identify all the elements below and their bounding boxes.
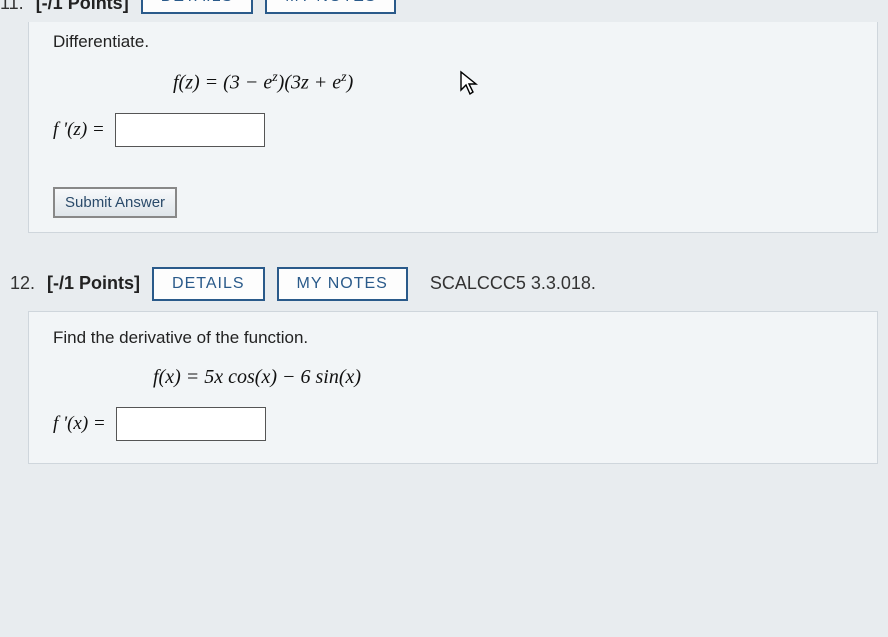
answer-row: f '(z) = [53, 113, 853, 147]
question-12-header: 12. [-/1 Points] DETAILS MY NOTES SCALCC… [0, 267, 888, 311]
question-11-body: Differentiate. f(z) = (3 − ez)(3z + ez) … [28, 22, 878, 233]
answer-input[interactable] [116, 407, 266, 441]
question-number: 12. [10, 273, 35, 294]
question-12-body: Find the derivative of the function. f(x… [28, 311, 878, 464]
details-button[interactable]: DETAILS [152, 267, 265, 301]
answer-label: f '(z) = [53, 119, 105, 141]
question-11-header: 11. [-/1 Points] DETAILS MY NOTES [0, 0, 888, 22]
question-points: [-/1 Points] [36, 0, 129, 14]
answer-input[interactable] [115, 113, 265, 147]
question-formula: f(x) = 5x cos(x) − 6 sin(x) [153, 366, 853, 389]
submit-wrap: Submit Answer [53, 187, 177, 218]
question-prompt: Find the derivative of the function. [53, 328, 853, 348]
details-button[interactable]: DETAILS [141, 0, 254, 14]
answer-row: f '(x) = [53, 407, 853, 441]
question-formula: f(z) = (3 − ez)(3z + ez) [173, 70, 853, 95]
cursor-icon [459, 70, 481, 96]
question-prompt: Differentiate. [53, 32, 853, 52]
answer-label: f '(x) = [53, 413, 106, 435]
submit-answer-button[interactable]: Submit Answer [54, 188, 176, 217]
question-number: 11. [0, 0, 24, 14]
my-notes-button[interactable]: MY NOTES [277, 267, 408, 301]
my-notes-button[interactable]: MY NOTES [265, 0, 396, 14]
question-points: [-/1 Points] [47, 273, 140, 294]
question-reference: SCALCCC5 3.3.018. [430, 273, 596, 294]
